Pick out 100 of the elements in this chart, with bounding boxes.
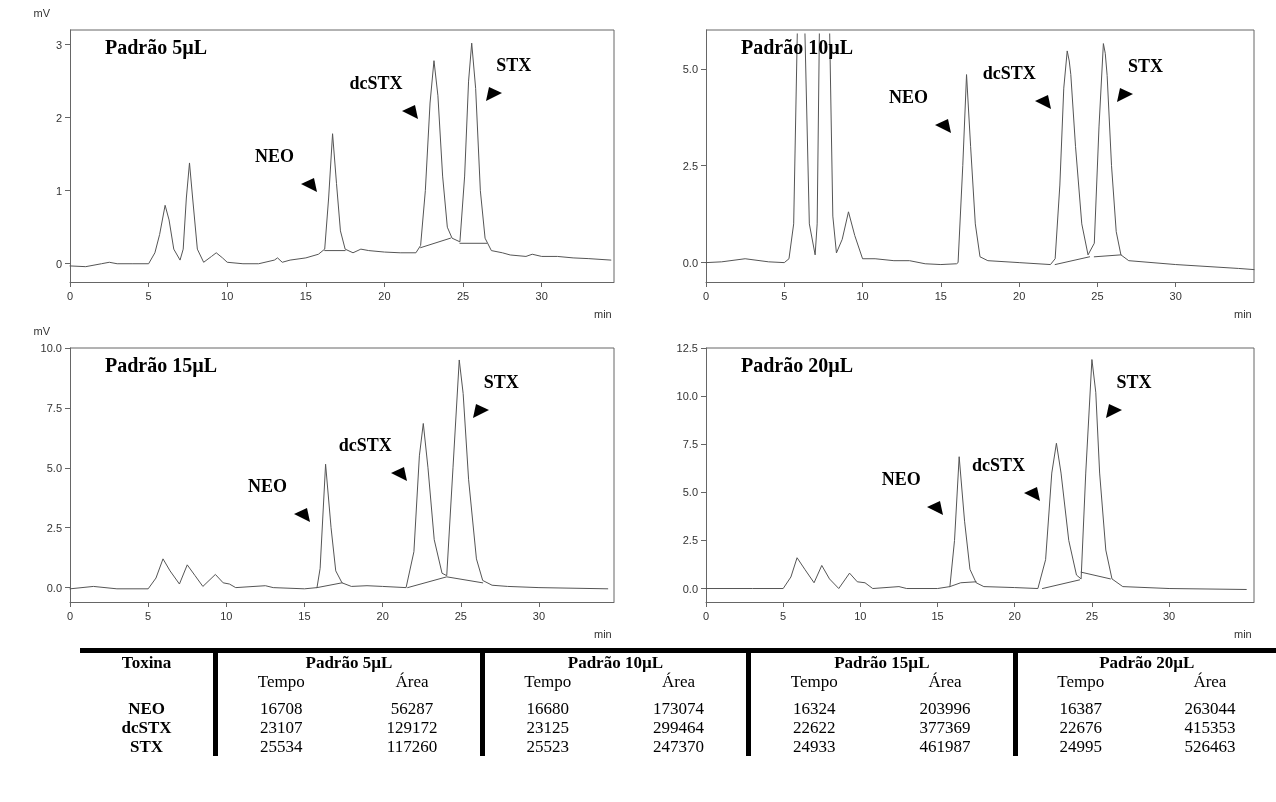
x-tick-label: 0 <box>702 289 710 302</box>
x-tick-label: 25 <box>456 289 470 302</box>
y-tick-label: 0 <box>55 257 62 270</box>
data-label: 247370 <box>652 737 705 756</box>
x-tick-label: 0 <box>702 609 710 622</box>
x-tick-label: 25 <box>1085 609 1099 622</box>
y-tick-label: 7.5 <box>682 438 698 451</box>
x-tick-label: 10 <box>856 289 869 302</box>
data-label: 24933 <box>748 737 878 756</box>
data-label: 16324 <box>748 699 878 718</box>
annotation: dcSTX <box>971 455 1025 476</box>
x-tick-label: 5 <box>781 289 788 302</box>
x-axis-title: min <box>594 307 612 320</box>
data-label: 25523 <box>482 737 611 756</box>
y-tick-label: 1 <box>55 184 62 197</box>
x-tick-label: 15 <box>299 289 312 302</box>
y-tick-label: 0.0 <box>682 256 698 269</box>
x-tick-label: 20 <box>378 289 391 302</box>
x-axis-title: min <box>594 627 612 640</box>
data-label: 415353 <box>1183 718 1237 737</box>
y-tick-label: 12.5 <box>676 342 698 354</box>
x-axis-title: min <box>1234 627 1252 640</box>
x-tick-label: 25 <box>1091 289 1104 302</box>
data-label: 24995 <box>1015 737 1144 756</box>
x-tick-label: Tempo <box>748 672 878 699</box>
x-tick-label: 30 <box>1162 609 1176 622</box>
text: Padrão 10µL <box>482 650 749 672</box>
y-tick-label: NEO <box>127 699 166 718</box>
data-label: 22622 <box>748 718 878 737</box>
x-tick-label: 30 <box>1169 289 1182 302</box>
x-tick-label: Área <box>394 672 430 693</box>
annotation: NEO <box>248 476 288 497</box>
annotation: STX <box>1116 371 1152 392</box>
annotation: dcSTX <box>338 435 392 456</box>
chart-title: Padrão 15µL <box>105 354 218 377</box>
annotation: STX <box>496 55 532 76</box>
x-tick-label: 30 <box>535 289 548 302</box>
x-axis-title: min <box>1234 307 1252 320</box>
data-label: 263044 <box>1183 699 1237 718</box>
text: Padrão 5µL <box>215 650 483 672</box>
text: Padrão 20µL <box>1015 650 1276 672</box>
y-axis-title: mV <box>33 6 51 19</box>
x-tick-label: 15 <box>934 289 947 302</box>
data-label: 461987 <box>918 737 972 756</box>
y-tick-label: 7.5 <box>46 401 62 414</box>
y-tick-label: dcSTX <box>120 718 173 737</box>
x-tick-label: 10 <box>854 609 867 622</box>
x-tick-label: Tempo <box>215 672 345 699</box>
data-label: 203996 <box>918 699 972 718</box>
annotation: dcSTX <box>982 62 1036 83</box>
y-tick-label: 10.0 <box>40 342 62 354</box>
x-tick-label: 15 <box>931 609 944 622</box>
data-label: 173074 <box>652 699 705 718</box>
x-tick-label: 0 <box>66 609 74 622</box>
annotation: NEO <box>255 145 295 166</box>
x-tick-label: 25 <box>454 609 467 622</box>
x-tick-label: 10 <box>220 609 233 622</box>
x-tick-label: Área <box>661 672 696 693</box>
x-tick-label: 30 <box>532 609 546 622</box>
data-label: 56287 <box>389 699 435 718</box>
y-tick-label: 0.0 <box>682 582 698 595</box>
data-label: 299464 <box>652 718 705 737</box>
x-tick-label: 5 <box>145 609 152 622</box>
y-axis-title: mV <box>33 324 51 337</box>
data-label: 16708 <box>215 699 345 718</box>
y-tick-label: 2.5 <box>682 159 698 172</box>
x-tick-label: 15 <box>298 609 311 622</box>
x-tick-label: Área <box>927 672 963 693</box>
annotation: STX <box>1127 55 1163 76</box>
data-label: 23107 <box>215 718 345 737</box>
y-tick-label: 5.0 <box>682 62 698 75</box>
annotation: dcSTX <box>349 72 403 93</box>
y-tick-label: STX <box>129 737 165 756</box>
x-tick-label: 5 <box>145 289 152 302</box>
x-tick-label: 5 <box>780 609 787 622</box>
data-label: 23125 <box>482 718 611 737</box>
data-label: 16680 <box>482 699 611 718</box>
x-tick-label: 20 <box>1008 609 1021 622</box>
y-tick-label: 10.0 <box>676 390 698 403</box>
y-tick-label: 2 <box>55 111 62 124</box>
data-label: 16387 <box>1015 699 1144 718</box>
data-label: 25534 <box>215 737 345 756</box>
chart-title: Padrão 5µL <box>105 36 208 59</box>
x-tick-label: 20 <box>1013 289 1026 302</box>
y-tick-label: 5.0 <box>46 461 62 474</box>
y-tick-label: 2.5 <box>682 534 698 547</box>
x-tick-label: 0 <box>66 289 74 302</box>
chart-title: Padrão 10µL <box>741 36 854 59</box>
annotation: STX <box>483 371 519 392</box>
x-tick-label: Área <box>1192 672 1228 693</box>
y-tick-label: 0.0 <box>46 581 62 594</box>
y-tick-label: 2.5 <box>46 521 62 534</box>
text: Padrão 15µL <box>748 650 1016 672</box>
data-label: 129172 <box>385 718 439 737</box>
chart-title: Padrão 20µL <box>741 354 854 377</box>
y-tick-label: 3 <box>55 38 62 51</box>
x-tick-label: 10 <box>221 289 234 302</box>
data-label: 22676 <box>1015 718 1144 737</box>
data-label: 117260 <box>385 737 439 756</box>
annotation: NEO <box>881 468 921 489</box>
